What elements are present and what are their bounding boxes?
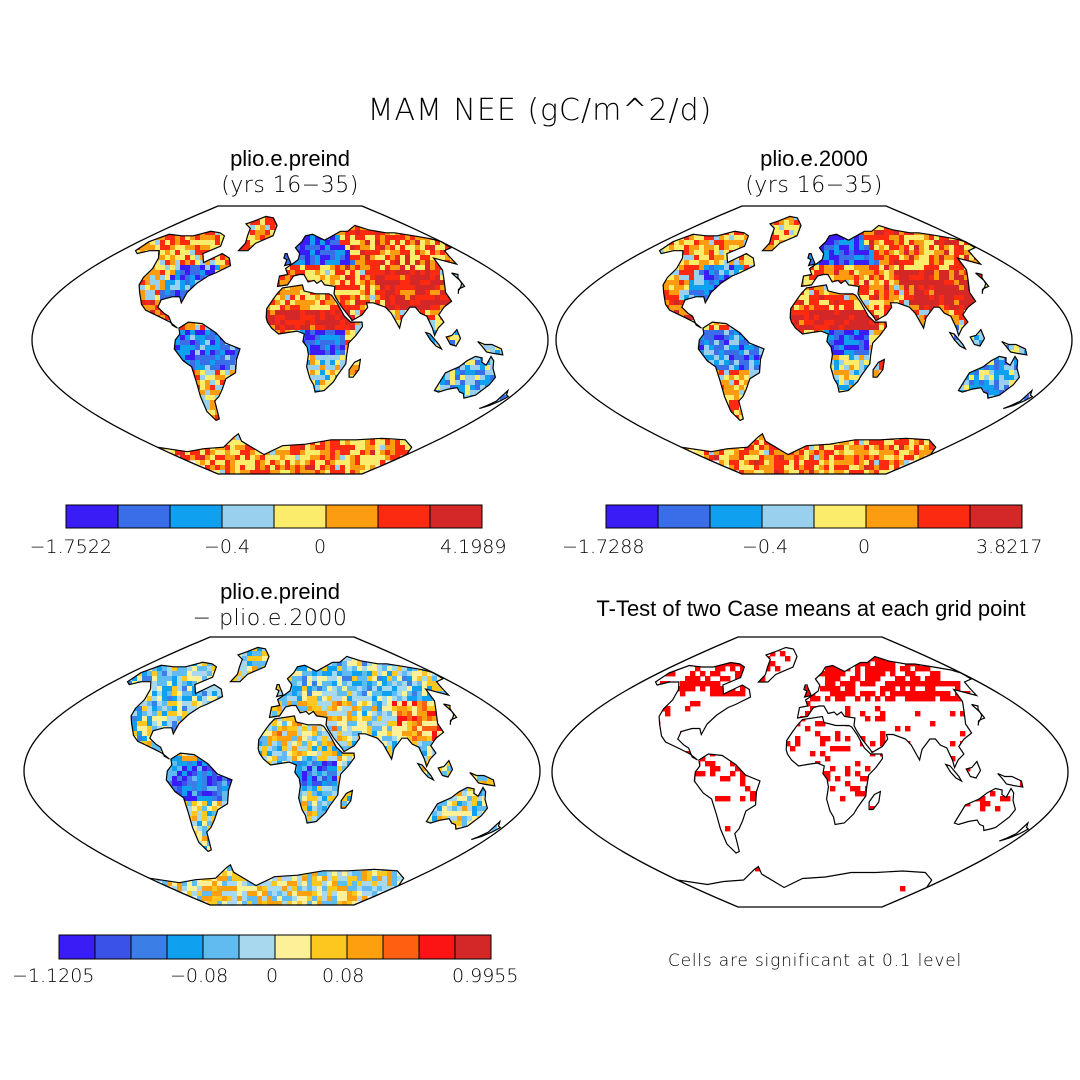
map-background (24, 637, 540, 905)
panel-3-subtitle: − plio.e.2000 (192, 606, 348, 631)
colorbar-box-1 (605, 504, 659, 529)
colorbar-box-3 (130, 934, 168, 960)
panel-3-tick-4: 0.08 (322, 965, 365, 987)
colorbar-box-1 (65, 504, 119, 529)
panel-3-title: plio.e.preind (220, 579, 340, 604)
panel-3-tick-max: 0.9955 (452, 965, 519, 987)
colorbar-box-5 (813, 504, 867, 529)
panel-1-colorbar (65, 504, 483, 529)
colorbar-box-6 (238, 934, 276, 960)
panel-1-tick-min: −1.7522 (29, 536, 112, 558)
colorbar-box-7 (377, 504, 431, 529)
panel-4-map (551, 636, 1069, 908)
panel-3-colorbar (58, 934, 492, 960)
colorbar-box-9 (346, 934, 384, 960)
colorbar-box-5 (202, 934, 240, 960)
colorbar-box-2 (94, 934, 132, 960)
colorbar-box-8 (969, 504, 1023, 529)
figure-title: MAM NEE (gC/m^2/d) (367, 93, 713, 128)
panel-1-tick-3: 0 (314, 536, 327, 558)
colorbar-box-3 (169, 504, 223, 529)
colorbar-box-7 (917, 504, 971, 529)
map-background (32, 206, 548, 474)
panel-2-colorbar (605, 504, 1023, 529)
colorbar-box-6 (325, 504, 379, 529)
colorbar-box-3 (709, 504, 763, 529)
panel-2-subtitle: (yrs 16−35) (745, 173, 883, 198)
coastlines (134, 215, 510, 456)
colorbar-box-6 (865, 504, 919, 529)
panel-2-tick-min: −1.7288 (562, 536, 645, 558)
colorbar-box-2 (657, 504, 711, 529)
colorbar-box-8 (310, 934, 348, 960)
panel-1-map (31, 205, 549, 475)
panel-3-map (23, 636, 541, 906)
colorbar-box-8 (429, 504, 483, 529)
colorbar-box-10 (382, 934, 420, 960)
panel-1-tick-2: −0.4 (204, 536, 251, 558)
coastlines (126, 646, 502, 887)
coastlines (658, 215, 1034, 456)
colorbar-box-12 (454, 934, 492, 960)
panel-3-tick-min: −1.1205 (12, 965, 95, 987)
map-outline (551, 636, 1069, 908)
colorbar-box-4 (166, 934, 204, 960)
colorbar-box-2 (117, 504, 171, 529)
panel-2-tick-max: 3.8217 (976, 536, 1043, 558)
panel-4-title: T-Test of two Case means at each grid po… (596, 596, 1026, 621)
map-background (556, 206, 1072, 474)
colorbar-box-11 (418, 934, 456, 960)
panel-2-tick-2: −0.4 (742, 536, 789, 558)
panel-2-title: plio.e.2000 (760, 146, 868, 171)
panel-3-tick-2: −0.08 (170, 965, 229, 987)
colorbar-box-4 (761, 504, 815, 529)
coastlines (654, 646, 1030, 889)
map-outline (23, 636, 541, 906)
panel-1-subtitle: (yrs 16−35) (221, 173, 359, 198)
map-outline (31, 205, 549, 475)
map-background (552, 637, 1068, 907)
map-outline (555, 205, 1073, 475)
panel-2-tick-3: 0 (858, 536, 871, 558)
colorbar-box-1 (58, 934, 96, 960)
significance-note: Cells are significant at 0.1 level (667, 951, 963, 971)
panel-1-tick-max: 4.1989 (440, 536, 507, 558)
panel-3-tick-3: 0 (266, 965, 279, 987)
colorbar-box-4 (221, 504, 275, 529)
panel-1-title: plio.e.preind (230, 146, 350, 171)
colorbar-box-7 (274, 934, 312, 960)
panel-2-map (555, 205, 1073, 475)
colorbar-box-5 (273, 504, 327, 529)
